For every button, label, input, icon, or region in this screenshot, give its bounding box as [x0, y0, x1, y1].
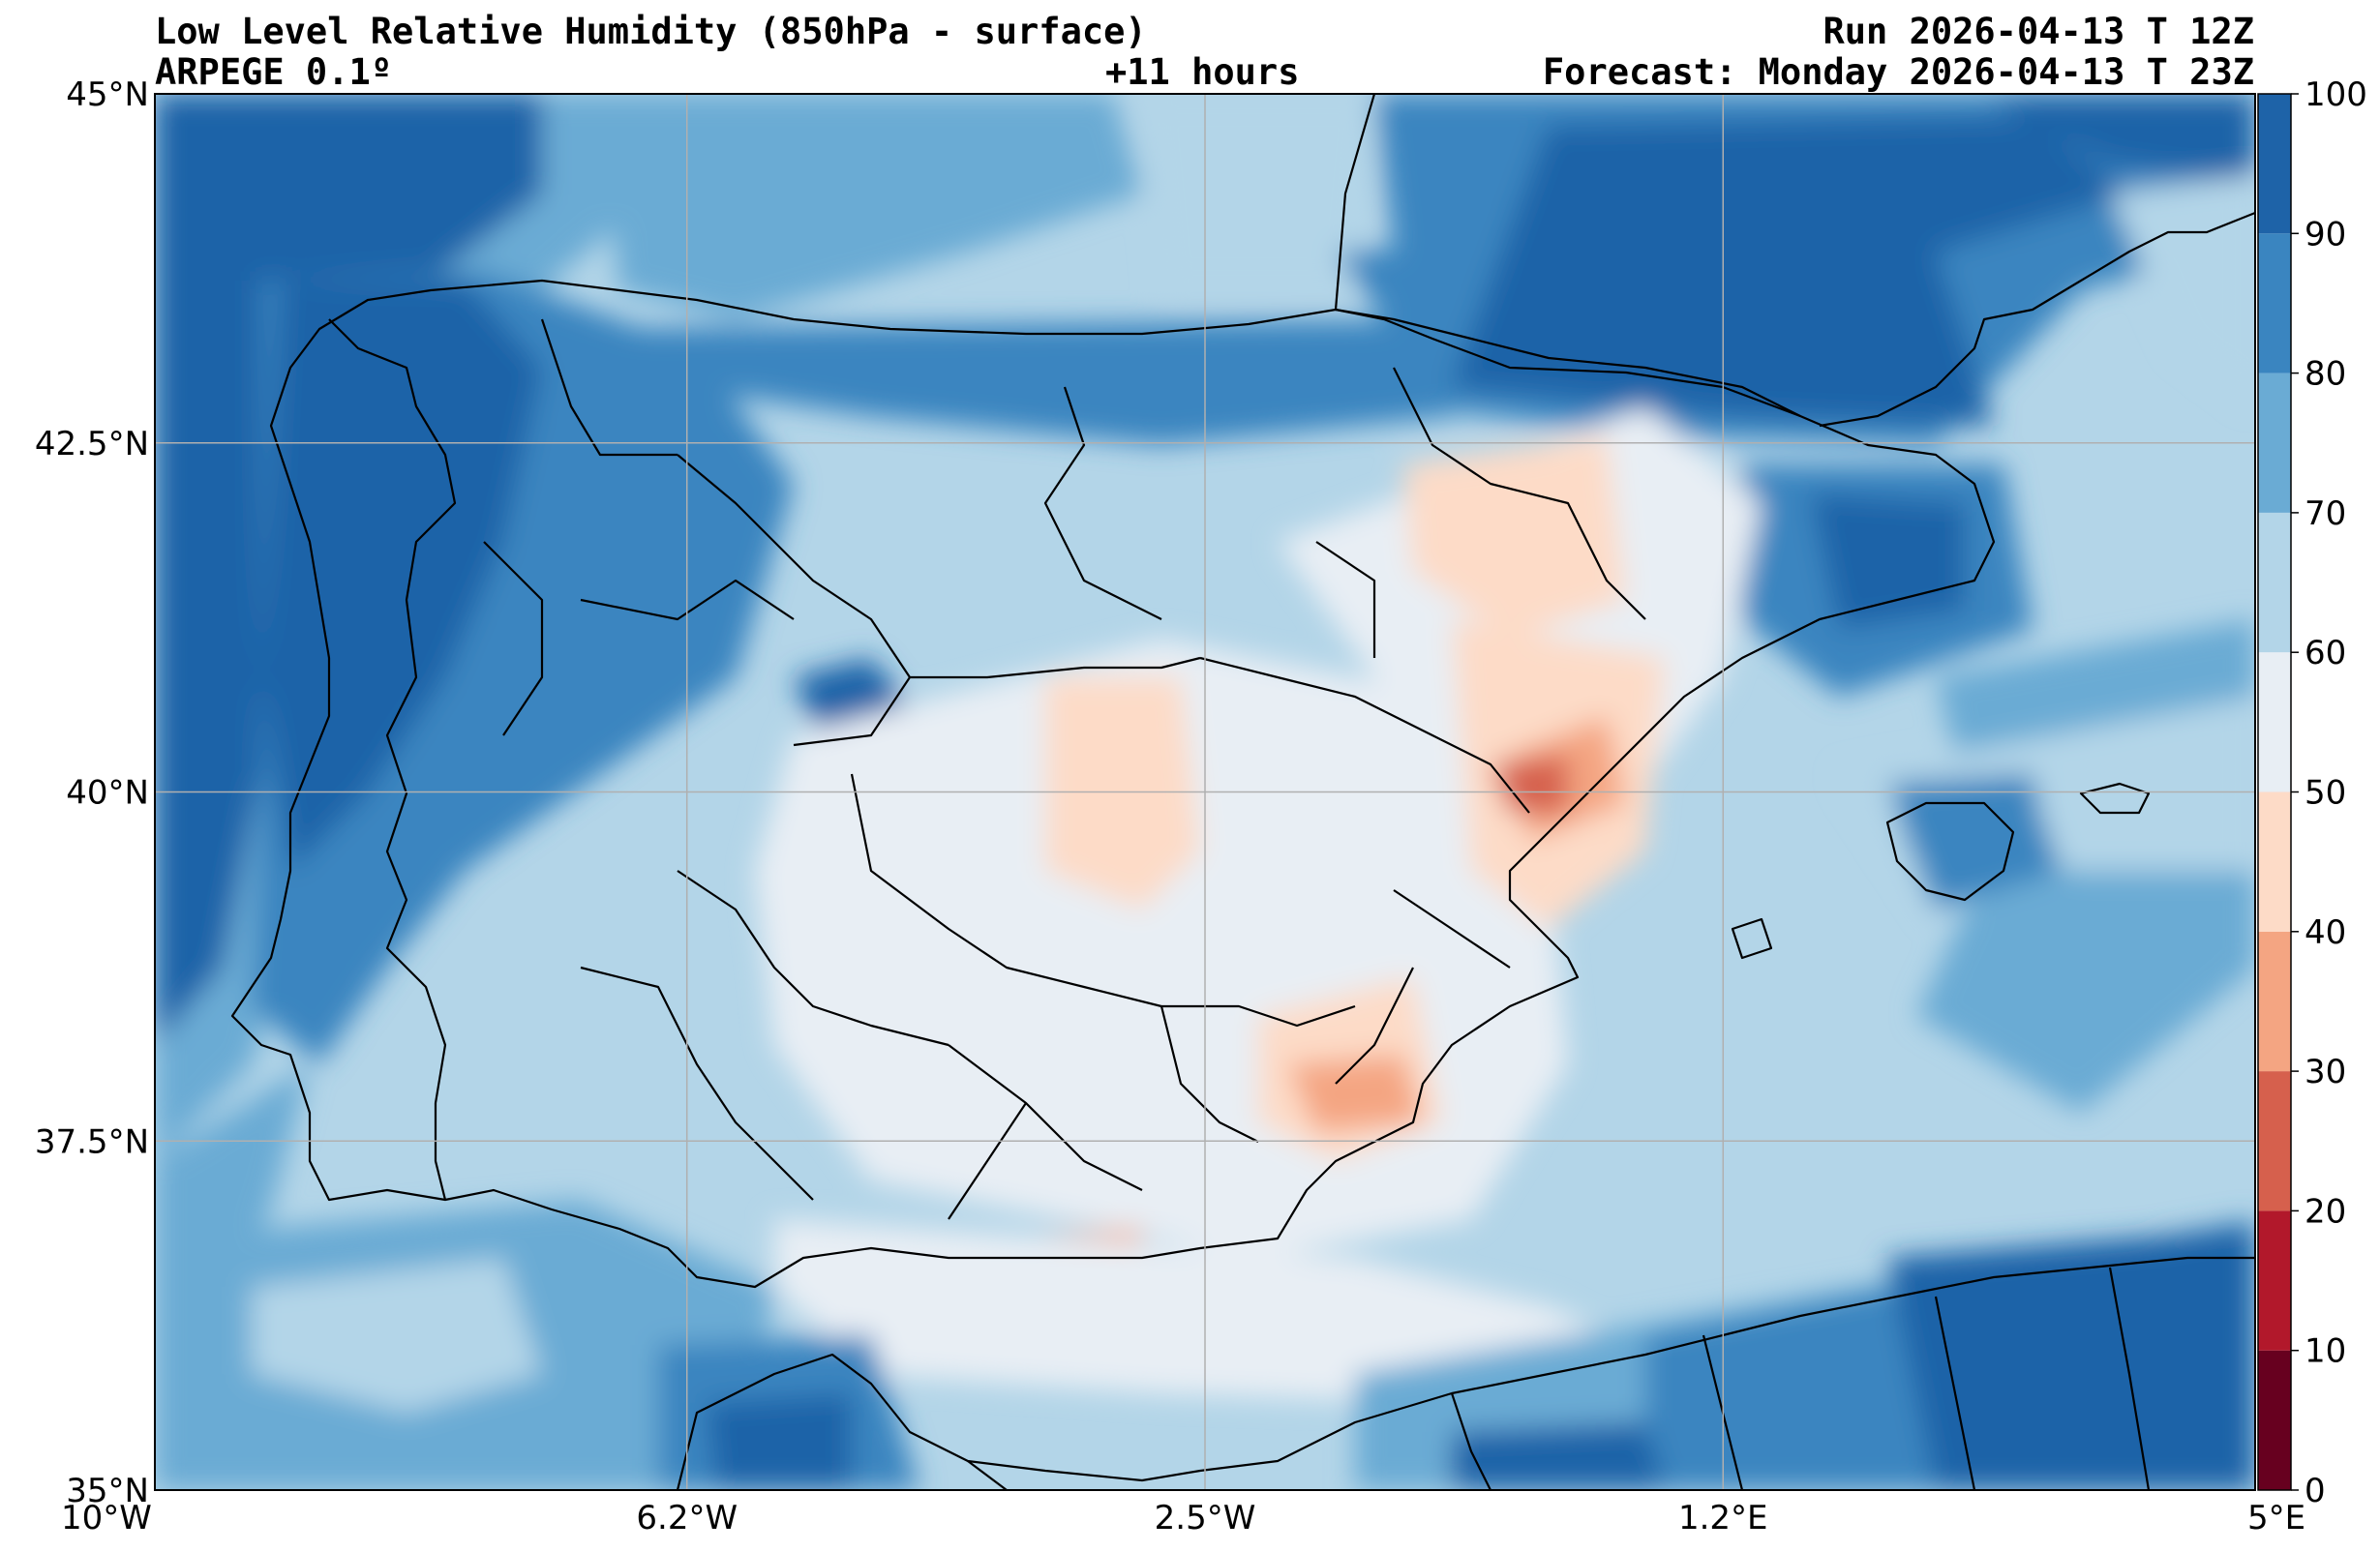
forecast-label: Forecast: Monday 2026-04-13 T 23Z — [1542, 51, 2254, 93]
lon-tick-labels: 10°W 6.2°W 2.5°W 1.2°E 5°E — [61, 1499, 2305, 1537]
colorbar — [2257, 93, 2299, 1491]
regional-borders — [483, 318, 1646, 1220]
colorbar-segment — [2258, 652, 2291, 792]
lon-tick-label: 5°E — [2247, 1499, 2305, 1537]
colorbar-segment — [2258, 233, 2291, 373]
colorbar-label: 10 — [2305, 1332, 2346, 1371]
colorbar-label: 50 — [2305, 774, 2346, 813]
colorbar-segment — [2258, 94, 2291, 234]
run-label: Run 2026-04-13 T 12Z — [1823, 11, 2254, 52]
lon-tick-label: 1.2°E — [1678, 1499, 1768, 1537]
map-frame — [154, 93, 2256, 1491]
lat-tick-label: 40°N — [66, 774, 149, 813]
iberia-coastline — [230, 279, 1996, 1289]
colorbar-segment — [2258, 931, 2291, 1072]
colorbar-label: 20 — [2305, 1192, 2346, 1231]
gridlines — [155, 94, 2255, 1490]
colorbar-labels: 0 10 20 30 40 50 60 70 80 90 100 — [2305, 75, 2367, 1510]
colorbar-label: 0 — [2305, 1472, 2326, 1510]
colorbar-label: 60 — [2305, 634, 2346, 672]
ibiza-coastline — [1731, 917, 1773, 960]
portugal-border — [328, 318, 457, 1201]
pyrenees-border — [1335, 308, 1801, 417]
lon-tick-label: 10°W — [61, 1499, 152, 1537]
colorbar-label: 100 — [2305, 75, 2367, 114]
colorbar-label: 40 — [2305, 913, 2346, 952]
lon-tick-label: 6.2°W — [636, 1499, 738, 1537]
mallorca-coastline — [1885, 801, 2015, 902]
lat-tick-label: 37.5°N — [35, 1122, 149, 1161]
colorbar-label: 30 — [2305, 1053, 2346, 1091]
lat-tick-label: 45°N — [66, 75, 149, 114]
colorbar-segment — [2258, 791, 2291, 932]
france-coastline — [1334, 94, 2255, 428]
colorbar-segment — [2258, 1350, 2291, 1490]
colorbar-segment — [2258, 1071, 2291, 1211]
africa-coastline — [676, 1256, 2255, 1490]
colorbar-segment — [2258, 512, 2291, 653]
colorbar-label: 70 — [2305, 494, 2346, 533]
lead-time-label: +11 hours — [1105, 51, 1300, 93]
colorbar-segment — [2258, 373, 2291, 513]
lon-tick-label: 2.5°W — [1155, 1499, 1256, 1537]
colorbar-label: 80 — [2305, 355, 2346, 394]
chart-title: Low Level Relative Humidity (850hPa - su… — [155, 11, 1147, 52]
colorbar-segment — [2258, 1210, 2291, 1351]
lat-tick-label: 42.5°N — [35, 425, 149, 463]
lat-tick-label: 35°N — [66, 1472, 149, 1510]
menorca-coastline — [2079, 782, 2151, 815]
model-label: ARPEGE 0.1º — [155, 51, 393, 93]
colorbar-label: 90 — [2305, 215, 2346, 254]
lat-tick-labels: 45°N 42.5°N 40°N 37.5°N 35°N — [35, 75, 149, 1510]
